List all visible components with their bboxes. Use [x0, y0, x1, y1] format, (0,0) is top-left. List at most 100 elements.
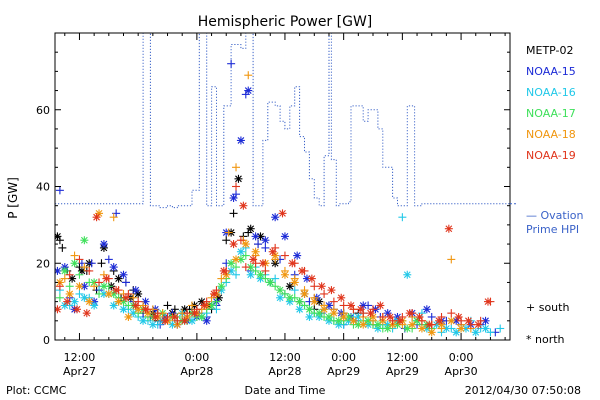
marker-stroke: [181, 317, 189, 325]
marker-stroke: [161, 317, 169, 325]
data-point: NOAA-19: 10: [483, 297, 492, 306]
data-point: NOAA-17: 10: [295, 297, 304, 306]
data-point: NOAA-18: 12: [300, 289, 309, 298]
data-point: NOAA-18: 28: [224, 228, 233, 237]
data-point: NOAA-19: 21: [249, 255, 258, 264]
legend-entry-noaa-19: NOAA-19: [526, 149, 576, 162]
x-tick-label-date: Apr28: [180, 365, 213, 378]
data-point: NOAA-19: 15: [95, 278, 104, 287]
data-point: NOAA-19: 9: [346, 301, 355, 310]
marker-stroke: [247, 263, 255, 271]
data-point: NOAA-18: 21: [447, 255, 456, 264]
data-point: NOAA-17: 15: [266, 278, 275, 287]
marker-stroke: [247, 271, 255, 279]
marker-stroke: [247, 225, 255, 233]
data-point: NOAA-17: 19: [232, 263, 241, 272]
marker-stroke: [364, 317, 372, 325]
data-point: NOAA-19: 6: [386, 312, 395, 321]
marker-stroke: [132, 286, 140, 294]
marker-stroke: [61, 267, 69, 275]
y-tick-label: 0: [43, 334, 50, 347]
data-point: NOAA-16: 16: [271, 274, 280, 283]
data-point: NOAA-19: 25: [229, 240, 238, 249]
marker-stroke: [142, 305, 149, 313]
data-point: NOAA-17: 18: [60, 266, 69, 275]
data-point: NOAA-17: 14: [65, 282, 74, 291]
data-point: NOAA-15: 24: [261, 243, 270, 252]
data-point: NOAA-19: 16: [102, 274, 111, 283]
marker-stroke: [384, 309, 392, 317]
marker-stroke: [252, 248, 259, 256]
data-point: NOAA-16: 6: [305, 312, 314, 321]
data-point: NOAA-16: 17: [246, 270, 255, 279]
marker-stroke: [337, 294, 345, 302]
marker-stroke: [296, 305, 304, 313]
data-point: NOAA-15: 15: [121, 278, 130, 287]
marker-stroke: [198, 313, 206, 321]
data-point: NOAA-18: 7: [329, 309, 338, 318]
data-point: NOAA-17: 10: [212, 297, 221, 306]
axes: 020406012:00Apr270:00Apr2812:00Apr280:00…: [36, 33, 516, 378]
marker-stroke: [110, 263, 118, 271]
data-point: NOAA-19: 9: [339, 301, 348, 310]
data-point: METP-02: 9: [163, 301, 172, 310]
marker-stroke: [242, 240, 250, 248]
marker-stroke: [281, 271, 289, 279]
marker-stroke: [139, 317, 147, 325]
data-point: NOAA-15: 22: [293, 251, 302, 260]
data-point: NOAA-19: 14: [55, 282, 64, 291]
data-point: NOAA-16: 13: [290, 286, 299, 295]
marker-stroke: [276, 294, 284, 302]
x-tick-label-time: 12:00: [64, 351, 96, 364]
data-point: NOAA-16: 8: [119, 305, 128, 314]
data-point: NOAA-17: 14: [99, 282, 108, 291]
data-point: NOAA-17: 14: [271, 282, 280, 291]
data-point: NOAA-16: 2: [452, 328, 461, 337]
data-point: NOAA-15: 21: [104, 255, 113, 264]
data-point: NOAA-15: 27: [280, 232, 289, 241]
marker-stroke: [443, 325, 450, 332]
marker-stroke: [428, 328, 436, 336]
data-point: NOAA-19: 22: [280, 251, 289, 260]
marker-stroke: [330, 309, 338, 317]
marker-stroke: [306, 313, 313, 321]
data-point: NOAA-15: 6: [427, 312, 436, 321]
marker-stroke: [63, 298, 71, 306]
data-point: NOAA-19: 6: [151, 312, 160, 321]
marker-stroke: [325, 302, 333, 309]
marker-stroke: [217, 282, 225, 290]
data-point: NOAA-16: 8: [295, 305, 304, 314]
data-point: NOAA-18: 16: [217, 274, 226, 283]
data-point: NOAA-19: 5: [161, 316, 170, 325]
data-point: NOAA-17: 6: [344, 312, 353, 321]
marker-stroke: [266, 279, 274, 286]
marker-stroke: [120, 305, 127, 313]
marker-stroke: [435, 317, 443, 325]
data-point: NOAA-18: 8: [320, 305, 329, 314]
data-point: NOAA-17: 11: [285, 293, 294, 302]
data-point: NOAA-19: 7: [190, 309, 199, 318]
marker-stroke: [269, 248, 277, 256]
data-point: NOAA-19: 14: [317, 282, 326, 291]
data-point: NOAA-16: 17: [403, 270, 412, 279]
data-point: NOAA-15: 25: [99, 240, 108, 249]
marker-stroke: [230, 240, 237, 248]
data-point: NOAA-19: 4: [425, 320, 434, 329]
data-point: NOAA-17: 17: [75, 270, 84, 279]
legend-entry-noaa-15: NOAA-15: [526, 65, 576, 78]
data-point: NOAA-18: 3: [417, 324, 426, 333]
marker-stroke: [100, 240, 108, 248]
data-point: NOAA-15: 72: [227, 59, 236, 68]
footer-right: 2012/04/30 07:50:08: [465, 384, 581, 397]
data-point: NOAA-18: 4: [408, 320, 417, 329]
data-point: NOAA-18: 3: [457, 324, 466, 333]
marker-stroke: [418, 325, 426, 332]
marker-stroke: [71, 259, 78, 267]
data-point: NOAA-18: 23: [251, 247, 260, 256]
data-point: NOAA-19: 5: [435, 316, 444, 325]
marker-stroke: [73, 305, 81, 313]
marker-stroke: [325, 313, 333, 321]
data-point: NOAA-19: 7: [82, 309, 91, 318]
marker-stroke: [237, 256, 245, 263]
